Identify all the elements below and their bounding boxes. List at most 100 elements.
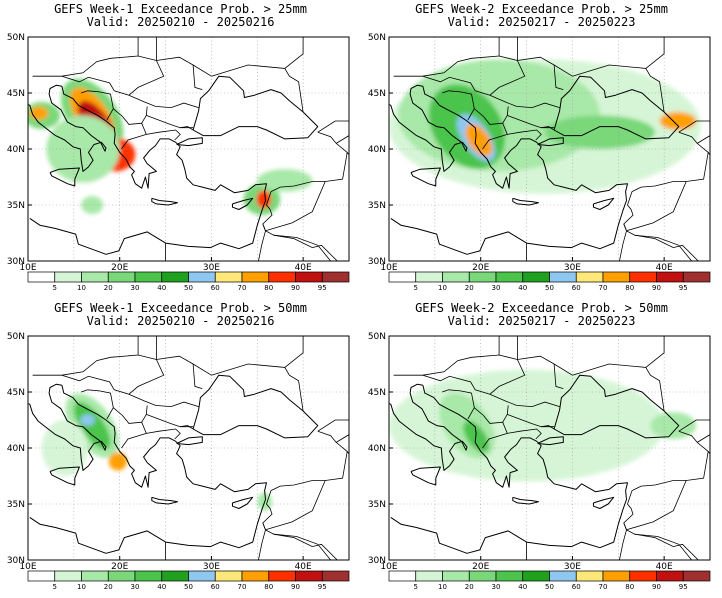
colorbar-label: 5 bbox=[53, 583, 57, 591]
colorbar-swatch bbox=[241, 570, 270, 582]
country-border bbox=[541, 425, 555, 430]
panel-subtitle: Valid: 20250217 - 20250223 bbox=[447, 15, 636, 29]
country-border bbox=[489, 60, 526, 96]
lon-tick-label: 40E bbox=[656, 562, 673, 572]
lat-tick-label: 50N bbox=[7, 332, 25, 342]
probability-contour bbox=[108, 452, 128, 471]
borders bbox=[32, 336, 349, 560]
colorbar-swatch bbox=[442, 570, 470, 582]
colorbar: 5 10 20 30 40 50 60 70 80 90 95 bbox=[27, 570, 350, 591]
colorbar-label: 60 bbox=[211, 284, 220, 292]
colorbar-label: 95 bbox=[679, 583, 688, 591]
country-border bbox=[180, 126, 194, 131]
colorbar-swatch bbox=[629, 271, 657, 283]
country-border bbox=[317, 120, 349, 133]
coastline bbox=[553, 75, 680, 140]
lat-tick-label: 50N bbox=[368, 332, 386, 342]
colorbar-swatch bbox=[81, 570, 109, 582]
coastline bbox=[410, 167, 441, 187]
country-border bbox=[273, 234, 332, 261]
colorbar-label: 30 bbox=[131, 583, 140, 591]
colorbar-swatch bbox=[415, 570, 443, 582]
country-border bbox=[273, 533, 332, 560]
lat-tick-label: 35N bbox=[7, 201, 25, 211]
colorbar-swatch bbox=[27, 570, 56, 582]
coastlines bbox=[376, 374, 710, 560]
colorbar-swatch bbox=[134, 271, 163, 283]
panel-week2-50mm: GEFS Week-2 Exceedance Prob. > 50mm Vali… bbox=[361, 299, 722, 598]
coastline bbox=[15, 115, 23, 133]
colorbar-swatch bbox=[295, 271, 323, 283]
country-border bbox=[645, 367, 665, 412]
lon-tick-label: 20E bbox=[111, 263, 128, 273]
lon-tick-label: 10E bbox=[19, 562, 36, 572]
colorbar-label: 50 bbox=[184, 284, 193, 292]
country-border bbox=[141, 405, 148, 423]
coastline bbox=[151, 496, 178, 505]
lon-tick-label: 30E bbox=[203, 263, 220, 273]
coastline bbox=[49, 466, 80, 486]
borders bbox=[393, 336, 710, 560]
country-border bbox=[507, 414, 555, 428]
country-border bbox=[696, 434, 710, 443]
colorbar-label: 10 bbox=[77, 284, 86, 292]
country-border bbox=[180, 425, 194, 430]
country-border bbox=[81, 389, 114, 420]
probability-contour bbox=[73, 402, 111, 450]
coastline bbox=[410, 466, 441, 486]
colorbar-swatch bbox=[268, 271, 296, 283]
country-border bbox=[317, 419, 349, 432]
coastline bbox=[176, 436, 203, 446]
country-border bbox=[146, 428, 181, 440]
coastline bbox=[376, 414, 384, 432]
country-border bbox=[61, 374, 199, 408]
lon-tick-label: 30E bbox=[564, 562, 581, 572]
colorbar-swatch bbox=[214, 570, 243, 582]
colorbar-swatch bbox=[81, 271, 109, 283]
colorbar-swatch bbox=[468, 570, 497, 582]
country-border bbox=[489, 359, 526, 395]
coastline bbox=[593, 197, 615, 210]
coastline bbox=[512, 197, 539, 206]
colorbar-label: 20 bbox=[104, 583, 113, 591]
colorbar-label: 80 bbox=[625, 284, 634, 292]
coastline bbox=[192, 374, 319, 439]
lon-tick-label: 30E bbox=[564, 263, 581, 273]
colorbar-swatch bbox=[522, 271, 550, 283]
country-border bbox=[146, 414, 194, 428]
colorbar-label: 70 bbox=[238, 284, 247, 292]
colorbar-swatch bbox=[107, 271, 136, 283]
colorbar-label: 10 bbox=[438, 284, 447, 292]
country-border bbox=[619, 223, 627, 261]
country-border bbox=[284, 68, 304, 113]
colorbar-swatch bbox=[161, 570, 189, 582]
country-border bbox=[270, 131, 348, 192]
colorbar-swatch bbox=[214, 271, 243, 283]
colorbar-label: 40 bbox=[518, 284, 527, 292]
lat-tick-label: 30N bbox=[7, 257, 25, 267]
colorbar-label: 50 bbox=[545, 284, 554, 292]
lat-tick-label: 30N bbox=[7, 556, 25, 566]
lon-tick-label: 40E bbox=[656, 263, 673, 273]
lon-tick-label: 20E bbox=[472, 263, 489, 273]
panel-subtitle: Valid: 20250210 - 20250216 bbox=[86, 314, 275, 328]
colorbar-swatch bbox=[295, 570, 323, 582]
colorbar-swatch bbox=[656, 570, 684, 582]
colorbar-swatch bbox=[161, 271, 189, 283]
probability-contour bbox=[257, 169, 313, 192]
coastline bbox=[709, 120, 710, 121]
lat-tick-label: 45N bbox=[7, 388, 25, 398]
colorbar-label: 50 bbox=[545, 583, 554, 591]
country-border bbox=[631, 430, 709, 491]
country-border bbox=[393, 354, 573, 376]
colorbar-label: 95 bbox=[318, 583, 327, 591]
coastline bbox=[390, 385, 628, 554]
lon-tick-label: 40E bbox=[295, 562, 312, 572]
lat-tick-label: 45N bbox=[368, 388, 386, 398]
panel-week1-25mm: GEFS Week-1 Exceedance Prob. > 25mm Vali… bbox=[0, 0, 361, 299]
colorbar-swatch bbox=[188, 271, 216, 283]
colorbar-label: 80 bbox=[625, 583, 634, 591]
coastline bbox=[15, 414, 23, 432]
colorbar-swatch bbox=[549, 570, 577, 582]
coastline bbox=[29, 385, 267, 554]
